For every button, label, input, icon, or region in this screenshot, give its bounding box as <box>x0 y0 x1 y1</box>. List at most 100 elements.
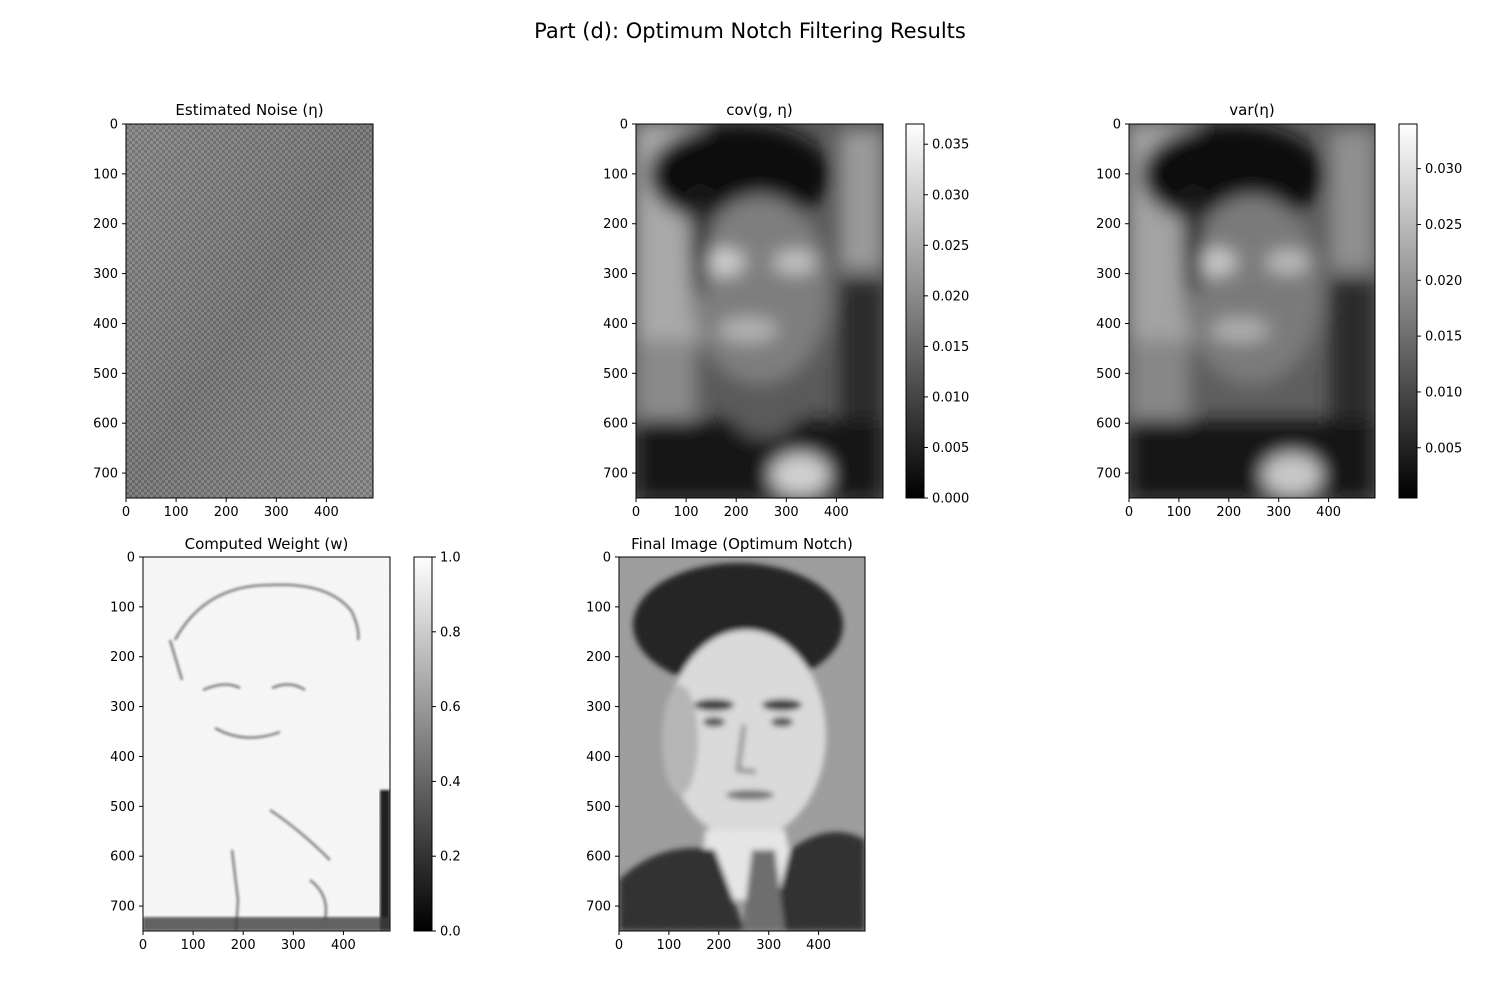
x-tick-label: 200 <box>214 505 239 520</box>
y-tick-label: 200 <box>93 217 118 232</box>
y-tick-label: 400 <box>110 750 135 765</box>
y-tick-label: 300 <box>1096 267 1121 282</box>
colorbar-tick-label: 0.020 <box>1425 274 1462 289</box>
y-tick-label: 700 <box>1096 467 1121 482</box>
axes-frame <box>1128 123 1376 499</box>
y-tick-label: 600 <box>93 417 118 432</box>
x-tick-label: 0 <box>1125 505 1133 520</box>
y-tick-label: 0 <box>1113 118 1121 133</box>
x-tick-label: 300 <box>281 938 306 953</box>
y-tick-label: 100 <box>93 167 118 182</box>
x-tick-label: 300 <box>264 505 289 520</box>
x-tick-label: 400 <box>314 505 339 520</box>
y-tick-label: 700 <box>93 467 118 482</box>
x-tick-label: 400 <box>1316 505 1341 520</box>
x-tick-label: 0 <box>122 505 130 520</box>
x-tick-label: 400 <box>806 938 831 953</box>
colorbar-tick-label: 0.005 <box>1425 441 1462 456</box>
final-portrait-image <box>619 557 865 931</box>
y-tick-label: 0 <box>110 118 118 133</box>
weight-image <box>143 557 390 931</box>
colorbar-tick-label: 0.015 <box>932 340 969 355</box>
panel-title: Computed Weight (w) <box>185 535 349 553</box>
y-tick-label: 300 <box>603 267 628 282</box>
y-tick-label: 700 <box>603 467 628 482</box>
colorbar-tick-label: 0.4 <box>440 775 461 790</box>
colorbar-tick-label: 0.000 <box>932 492 969 507</box>
y-tick-label: 400 <box>603 317 628 332</box>
x-tick-label: 100 <box>656 938 681 953</box>
x-tick-label: 200 <box>231 938 256 953</box>
x-tick-label: 100 <box>164 505 189 520</box>
colorbar-tick-label: 0.0 <box>440 925 461 940</box>
y-tick-label: 700 <box>110 900 135 915</box>
x-tick-label: 0 <box>615 938 623 953</box>
colorbar-tick-label: 0.025 <box>1425 218 1462 233</box>
y-tick-label: 0 <box>620 118 628 133</box>
colorbar-tick-label: 0.020 <box>932 289 969 304</box>
x-tick-label: 400 <box>331 938 356 953</box>
y-tick-label: 100 <box>1096 167 1121 182</box>
x-tick-label: 300 <box>774 505 799 520</box>
colorbar-tick-label: 0.005 <box>932 441 969 456</box>
x-tick-label: 100 <box>181 938 206 953</box>
x-tick-label: 300 <box>1266 505 1291 520</box>
y-tick-label: 600 <box>110 850 135 865</box>
x-tick-label: 300 <box>756 938 781 953</box>
y-tick-label: 200 <box>110 650 135 665</box>
colorbar <box>413 556 433 932</box>
axes-frame <box>125 123 374 499</box>
panel-title: Final Image (Optimum Notch) <box>631 535 853 553</box>
y-tick-label: 400 <box>1096 317 1121 332</box>
x-tick-label: 0 <box>632 505 640 520</box>
panel-computed-weight: Computed Weight (w) 0 100 200 300 400 0 100 20… <box>110 535 461 953</box>
y-tick-label: 700 <box>586 900 611 915</box>
colorbar-tick-label: 0.030 <box>932 188 969 203</box>
y-tick-label: 500 <box>93 367 118 382</box>
y-tick-label: 600 <box>603 417 628 432</box>
y-tick-label: 600 <box>1096 417 1121 432</box>
y-tick-label: 400 <box>93 317 118 332</box>
x-tick-label: 200 <box>724 505 749 520</box>
colorbar-tick-label: 0.025 <box>932 239 969 254</box>
colorbar-tick-label: 1.0 <box>440 551 461 566</box>
colorbar-tick-label: 0.6 <box>440 700 461 715</box>
x-tick-label: 0 <box>139 938 147 953</box>
colorbar-tick-label: 0.010 <box>1425 385 1462 400</box>
colorbar-tick-label: 0.030 <box>1425 162 1462 177</box>
noise-image <box>126 124 373 498</box>
colorbar-tick-label: 0.010 <box>932 390 969 405</box>
panel-title: Estimated Noise (η) <box>175 101 323 119</box>
panel-final-image: Final Image (Optimum Notch) <box>586 535 866 953</box>
panel-title: cov(g, η) <box>726 101 793 119</box>
panel-estimated-noise: Estimated Noise (η) 0 100 200 300 400 0 100 20… <box>93 101 374 520</box>
covariance-image <box>636 124 883 498</box>
y-tick-label: 500 <box>1096 367 1121 382</box>
y-tick-label: 200 <box>1096 217 1121 232</box>
y-tick-label: 500 <box>586 800 611 815</box>
colorbar-tick-label: 0.2 <box>440 850 461 865</box>
x-tick-label: 400 <box>824 505 849 520</box>
figure-suptitle: Part (d): Optimum Notch Filtering Result… <box>534 19 966 43</box>
y-tick-label: 400 <box>586 750 611 765</box>
y-tick-label: 100 <box>110 600 135 615</box>
y-tick-label: 500 <box>110 800 135 815</box>
panel-covariance: cov(g, η) 0 100 200 300 400 0 100 200 300 400 500… <box>603 101 969 520</box>
x-tick-label: 200 <box>706 938 731 953</box>
y-tick-label: 300 <box>93 267 118 282</box>
y-tick-label: 200 <box>603 217 628 232</box>
axes-frame <box>618 556 866 932</box>
axes-frame <box>635 123 884 499</box>
y-tick-label: 300 <box>586 700 611 715</box>
panel-variance: var(η) 0 100 200 300 400 0 100 200 300 400 500 600… <box>1096 101 1462 520</box>
variance-image <box>1129 124 1375 498</box>
y-tick-label: 300 <box>110 700 135 715</box>
colorbar <box>1398 123 1418 499</box>
y-tick-label: 0 <box>603 551 611 566</box>
y-tick-label: 100 <box>603 167 628 182</box>
y-tick-label: 200 <box>586 650 611 665</box>
colorbar-tick-label: 0.8 <box>440 625 461 640</box>
y-tick-label: 600 <box>586 850 611 865</box>
colorbar <box>905 123 925 499</box>
